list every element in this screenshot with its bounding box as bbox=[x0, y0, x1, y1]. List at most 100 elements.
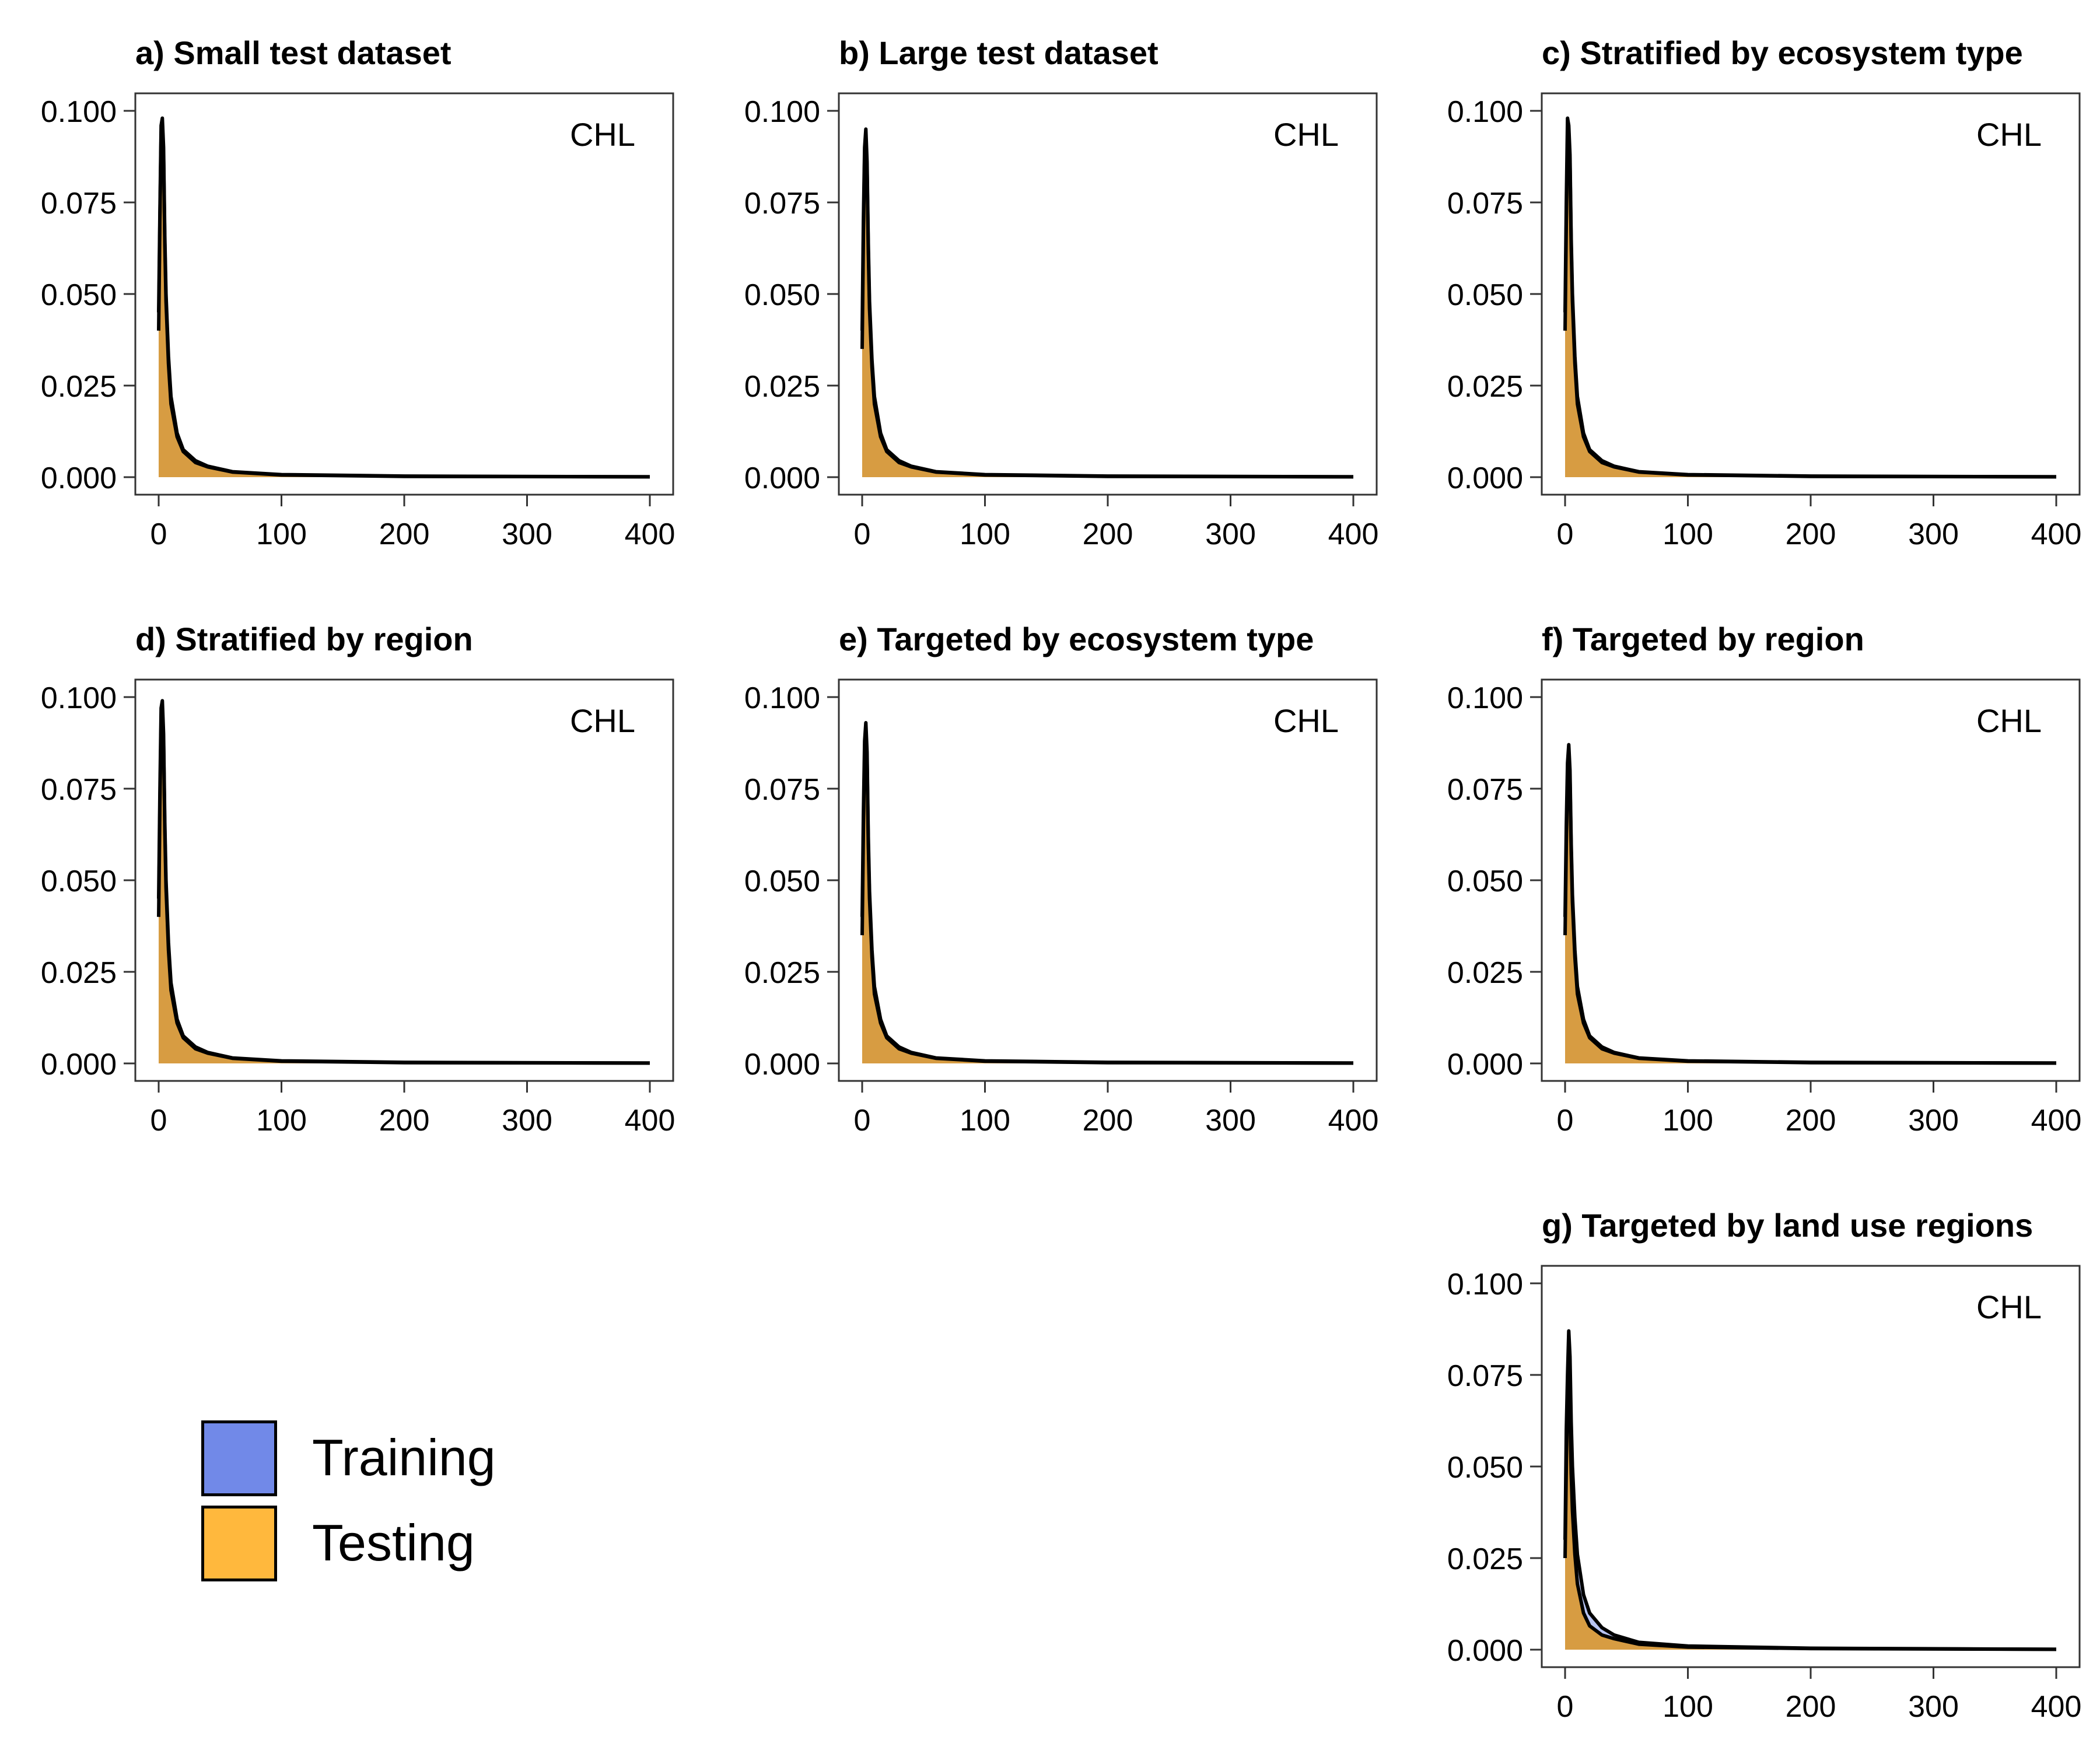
panel-e-xtick-label-3: 300 bbox=[1205, 1104, 1256, 1138]
panel-b: b) Large test dataset CHL 0.000 0.025 0.050 0… bbox=[744, 34, 1379, 551]
panel-f-frame bbox=[1541, 678, 2081, 1082]
panel-a-annotation: CHL bbox=[570, 116, 635, 153]
panel-c: c) Stratified by ecosystem type CHL 0.000 0… bbox=[1447, 34, 2082, 551]
panel-f-xtick-label-4: 400 bbox=[2031, 1104, 2082, 1138]
panel-c-xtick-label-3: 300 bbox=[1908, 517, 1959, 551]
panel-f-ytick-label-3: 0.075 bbox=[1447, 773, 1523, 807]
panel-d-ytick-label-3: 0.075 bbox=[41, 773, 117, 807]
panel-d-line-testing bbox=[157, 706, 650, 1065]
panel-g-ytick-label-0: 0.000 bbox=[1447, 1634, 1523, 1668]
panel-d-xtick-label-0: 0 bbox=[150, 1104, 167, 1138]
panel-a-xtick-label-4: 400 bbox=[625, 517, 676, 551]
panel-e: e) Targeted by ecosystem type CHL 0.000 0.0… bbox=[744, 621, 1379, 1138]
panel-b-frame bbox=[838, 92, 1378, 496]
panel-c-ytick-label-4: 0.100 bbox=[1447, 95, 1523, 129]
panel-f-xtick-label-2: 200 bbox=[1786, 1104, 1836, 1138]
panel-f-ytick-label-1: 0.025 bbox=[1447, 956, 1523, 990]
panel-b-xtick-label-0: 0 bbox=[854, 517, 871, 551]
panel-e-title: e) Targeted by ecosystem type bbox=[839, 621, 1314, 657]
panel-c-title: c) Stratified by ecosystem type bbox=[1542, 34, 2023, 71]
panel-f-title: f) Targeted by region bbox=[1542, 621, 1864, 657]
panel-c-ytick-label-2: 0.050 bbox=[1447, 278, 1523, 312]
panel-e-ytick-label-1: 0.025 bbox=[744, 956, 820, 990]
panel-b-ytick-label-2: 0.050 bbox=[744, 278, 820, 312]
panel-d-ytick-label-4: 0.100 bbox=[41, 681, 117, 715]
panel-e-xtick-label-2: 200 bbox=[1083, 1104, 1133, 1138]
panel-a-xtick-label-3: 300 bbox=[502, 517, 552, 551]
panel-b-xtick-label-2: 200 bbox=[1083, 517, 1133, 551]
panel-a-ytick-label-0: 0.000 bbox=[41, 461, 117, 495]
panel-a-title: a) Small test dataset bbox=[135, 34, 452, 71]
panel-a-xtick-label-2: 200 bbox=[379, 517, 430, 551]
panel-e-ytick-label-0: 0.000 bbox=[744, 1048, 820, 1082]
panel-f-annotation: CHL bbox=[1976, 702, 2042, 739]
panel-f-xtick-label-1: 100 bbox=[1662, 1104, 1713, 1138]
panel-g-ytick-label-1: 0.025 bbox=[1447, 1542, 1523, 1576]
panel-b-ytick-label-0: 0.000 bbox=[744, 461, 820, 495]
legend-swatch-testing bbox=[201, 1506, 277, 1581]
panel-f-ytick-label-0: 0.000 bbox=[1447, 1048, 1523, 1082]
panel-g-frame bbox=[1541, 1265, 2081, 1668]
panel-f-xtick-label-0: 0 bbox=[1557, 1104, 1574, 1138]
panel-g-annotation: CHL bbox=[1976, 1289, 2042, 1325]
panel-c-xtick-label-1: 100 bbox=[1662, 517, 1713, 551]
panel-f-line-testing bbox=[1563, 754, 2057, 1065]
panel-c-frame bbox=[1541, 92, 2081, 496]
panel-a: a) Small test dataset CHL 0.000 0.025 0.050 0… bbox=[41, 34, 676, 551]
panel-a-xtick-label-1: 100 bbox=[256, 517, 307, 551]
panel-d-frame bbox=[134, 678, 674, 1082]
panel-b-ytick-label-4: 0.100 bbox=[744, 95, 820, 129]
panel-d-ytick-label-0: 0.000 bbox=[41, 1048, 117, 1082]
panel-g-ytick-label-3: 0.075 bbox=[1447, 1359, 1523, 1393]
panel-g-xtick-label-4: 400 bbox=[2031, 1690, 2082, 1724]
panel-f-ytick-label-4: 0.100 bbox=[1447, 681, 1523, 715]
panel-g-ytick-label-2: 0.050 bbox=[1447, 1451, 1523, 1485]
panel-e-annotation: CHL bbox=[1273, 702, 1339, 739]
panel-d-xtick-label-4: 400 bbox=[625, 1104, 676, 1138]
legend: Training Testing bbox=[201, 1420, 551, 1595]
panel-c-ytick-label-0: 0.000 bbox=[1447, 461, 1523, 495]
panel-g-xtick-label-3: 300 bbox=[1908, 1690, 1959, 1724]
panel-d-xtick-label-1: 100 bbox=[256, 1104, 307, 1138]
panel-b-xtick-label-1: 100 bbox=[960, 517, 1010, 551]
panel-f-ytick-label-2: 0.050 bbox=[1447, 864, 1523, 898]
panel-g-xtick-label-0: 0 bbox=[1557, 1690, 1574, 1724]
panel-c-annotation: CHL bbox=[1976, 116, 2042, 153]
panel-b-line-testing bbox=[860, 135, 1354, 479]
panel-b-ytick-label-3: 0.075 bbox=[744, 187, 820, 220]
panel-e-ytick-label-4: 0.100 bbox=[744, 681, 820, 715]
panel-e-frame bbox=[838, 678, 1378, 1082]
legend-label-training: Training bbox=[312, 1429, 496, 1486]
panel-b-annotation: CHL bbox=[1273, 116, 1339, 153]
legend-item-training: Training bbox=[201, 1420, 551, 1502]
panel-c-xtick-label-0: 0 bbox=[1557, 517, 1574, 551]
panel-a-ytick-label-1: 0.025 bbox=[41, 370, 117, 404]
legend-label-testing: Testing bbox=[312, 1514, 475, 1572]
panel-d-ytick-label-1: 0.025 bbox=[41, 956, 117, 990]
panel-d-xtick-label-2: 200 bbox=[379, 1104, 430, 1138]
panel-b-xtick-label-4: 400 bbox=[1328, 517, 1379, 551]
panel-g-ytick-label-4: 0.100 bbox=[1447, 1268, 1523, 1301]
panel-d: d) Stratified by region CHL 0.000 0.025 0.05… bbox=[41, 621, 676, 1138]
panel-d-title: d) Stratified by region bbox=[135, 621, 473, 657]
panel-g: g) Targeted by land use regions CHL 0.000 0… bbox=[1447, 1207, 2082, 1724]
panel-d-annotation: CHL bbox=[570, 702, 635, 739]
panel-g-xtick-label-2: 200 bbox=[1786, 1690, 1836, 1724]
panel-e-ytick-label-2: 0.050 bbox=[744, 864, 820, 898]
panel-e-ytick-label-3: 0.075 bbox=[744, 773, 820, 807]
panel-c-ytick-label-3: 0.075 bbox=[1447, 187, 1523, 220]
panel-g-line-testing bbox=[1563, 1358, 2057, 1651]
legend-item-testing: Testing bbox=[201, 1506, 551, 1587]
panel-c-xtick-label-2: 200 bbox=[1786, 517, 1836, 551]
panel-a-ytick-label-2: 0.050 bbox=[41, 278, 117, 312]
panel-a-frame bbox=[134, 92, 674, 496]
panel-e-line-testing bbox=[860, 728, 1354, 1065]
panel-c-ytick-label-1: 0.025 bbox=[1447, 370, 1523, 404]
panel-c-xtick-label-4: 400 bbox=[2031, 517, 2082, 551]
panel-e-xtick-label-0: 0 bbox=[854, 1104, 871, 1138]
panel-d-xtick-label-3: 300 bbox=[502, 1104, 552, 1138]
panel-a-xtick-label-0: 0 bbox=[150, 517, 167, 551]
panel-a-ytick-label-3: 0.075 bbox=[41, 187, 117, 220]
panel-c-line-testing bbox=[1563, 131, 2057, 479]
